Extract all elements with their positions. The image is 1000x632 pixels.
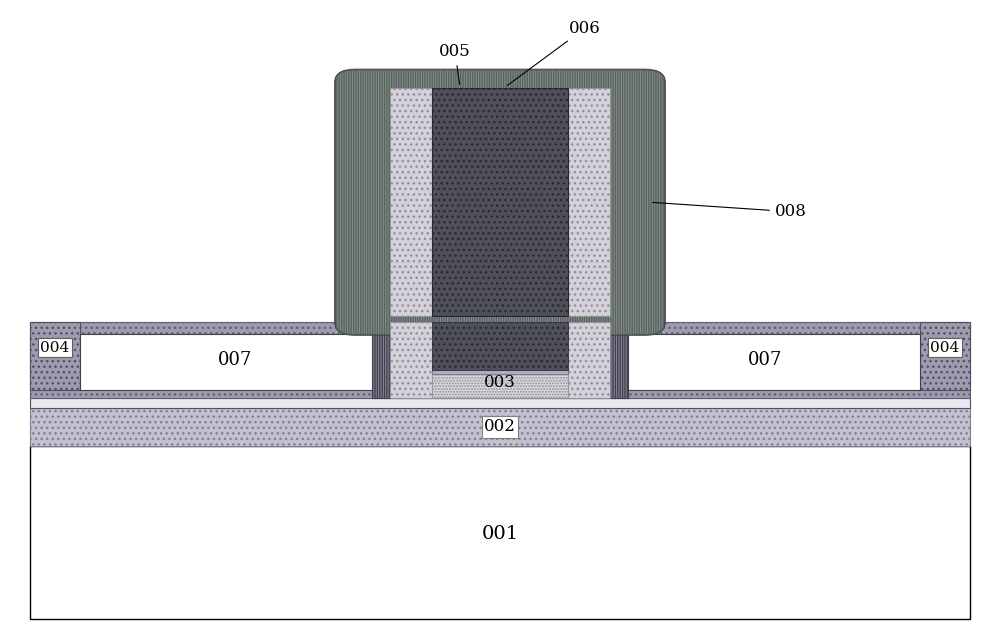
FancyBboxPatch shape (335, 70, 665, 335)
Bar (80, 334, 390, 390)
Text: 002: 002 (484, 418, 516, 435)
Bar (30, 322, 80, 390)
Bar (30, 398, 970, 408)
Text: 004: 004 (40, 341, 70, 355)
Bar (30, 322, 970, 398)
Bar (568, 322, 610, 398)
Bar (432, 88, 568, 316)
Text: 006: 006 (507, 20, 601, 85)
Bar (610, 334, 920, 390)
Text: 005: 005 (439, 43, 471, 85)
Bar (30, 446, 970, 619)
Bar (432, 322, 568, 370)
Bar (30, 408, 970, 446)
Text: 001: 001 (481, 525, 519, 543)
Text: 007: 007 (218, 351, 252, 369)
Bar (390, 322, 432, 398)
Text: 004: 004 (930, 341, 960, 355)
Bar (432, 374, 568, 398)
Text: 007: 007 (748, 351, 782, 369)
Bar (372, 322, 628, 398)
Text: 003: 003 (484, 374, 516, 391)
Bar (390, 88, 432, 316)
Text: 008: 008 (653, 202, 807, 220)
Bar (432, 370, 568, 374)
Bar (920, 322, 970, 390)
Bar (568, 88, 610, 316)
